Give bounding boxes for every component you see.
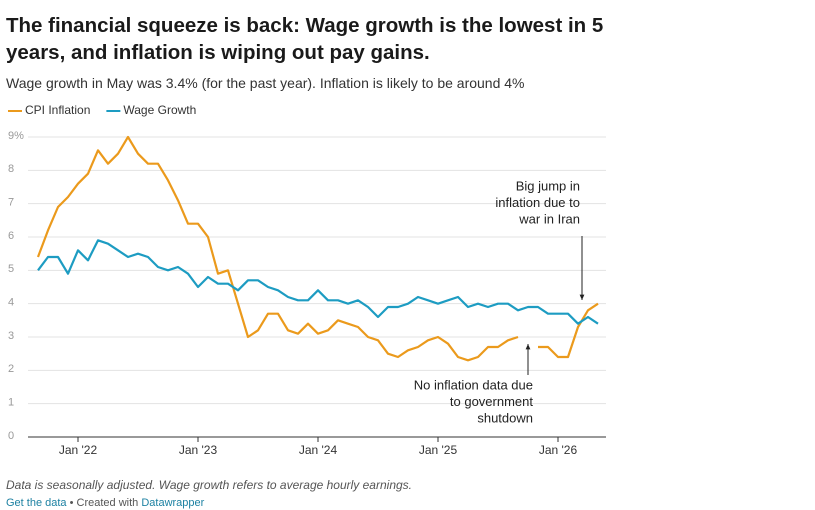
- series-line: [36, 135, 599, 362]
- chart-subtitle: Wage growth in May was 3.4% (for the pas…: [6, 75, 525, 91]
- annotation: Big jump in: [516, 178, 580, 193]
- x-tick-label: Jan '25: [419, 443, 458, 457]
- y-tick-label: 2: [8, 363, 14, 375]
- y-tick-label: 9%: [8, 130, 24, 142]
- note: Data is seasonally adjusted. Wage growth…: [6, 478, 413, 492]
- legend-label: Wage Growth: [123, 103, 196, 117]
- annotation: shutdown: [477, 410, 533, 425]
- source-link[interactable]: Get the data: [6, 497, 67, 509]
- y-tick-label: 6: [8, 230, 14, 242]
- chart-title: The financial squeeze is back: Wage grow…: [6, 14, 604, 64]
- credit-link[interactable]: Datawrapper: [141, 497, 205, 509]
- x-tick-label: Jan '22: [59, 443, 98, 457]
- annotation: No inflation data due: [414, 377, 533, 392]
- footer: Get the data • Created with Datawrapper: [6, 497, 204, 509]
- y-tick-label: 3: [8, 330, 14, 342]
- legend-label: CPI Inflation: [25, 103, 90, 117]
- y-tick-label: 1: [8, 397, 14, 409]
- y-tick-label: 0: [8, 430, 14, 442]
- x-tick-label: Jan '26: [539, 443, 578, 457]
- credit: • Created with: [69, 497, 139, 509]
- chart: 0 1 2 3 4 5 6 7 8 9% Jan '22 Jan '23 Jan '24 Jan '25 J…: [8, 103, 606, 457]
- x-tick-label: Jan '23: [179, 443, 218, 457]
- x-tick-label: Jan '24: [299, 443, 338, 457]
- annotation: to government: [450, 394, 533, 409]
- annotation: war in Iran: [518, 211, 580, 226]
- y-tick-label: 4: [8, 297, 14, 309]
- series-line: [37, 239, 599, 325]
- annotation: inflation due to: [495, 195, 580, 210]
- y-tick-label: 7: [8, 197, 14, 209]
- y-tick-label: 8: [8, 163, 14, 175]
- y-tick-label: 5: [8, 263, 14, 275]
